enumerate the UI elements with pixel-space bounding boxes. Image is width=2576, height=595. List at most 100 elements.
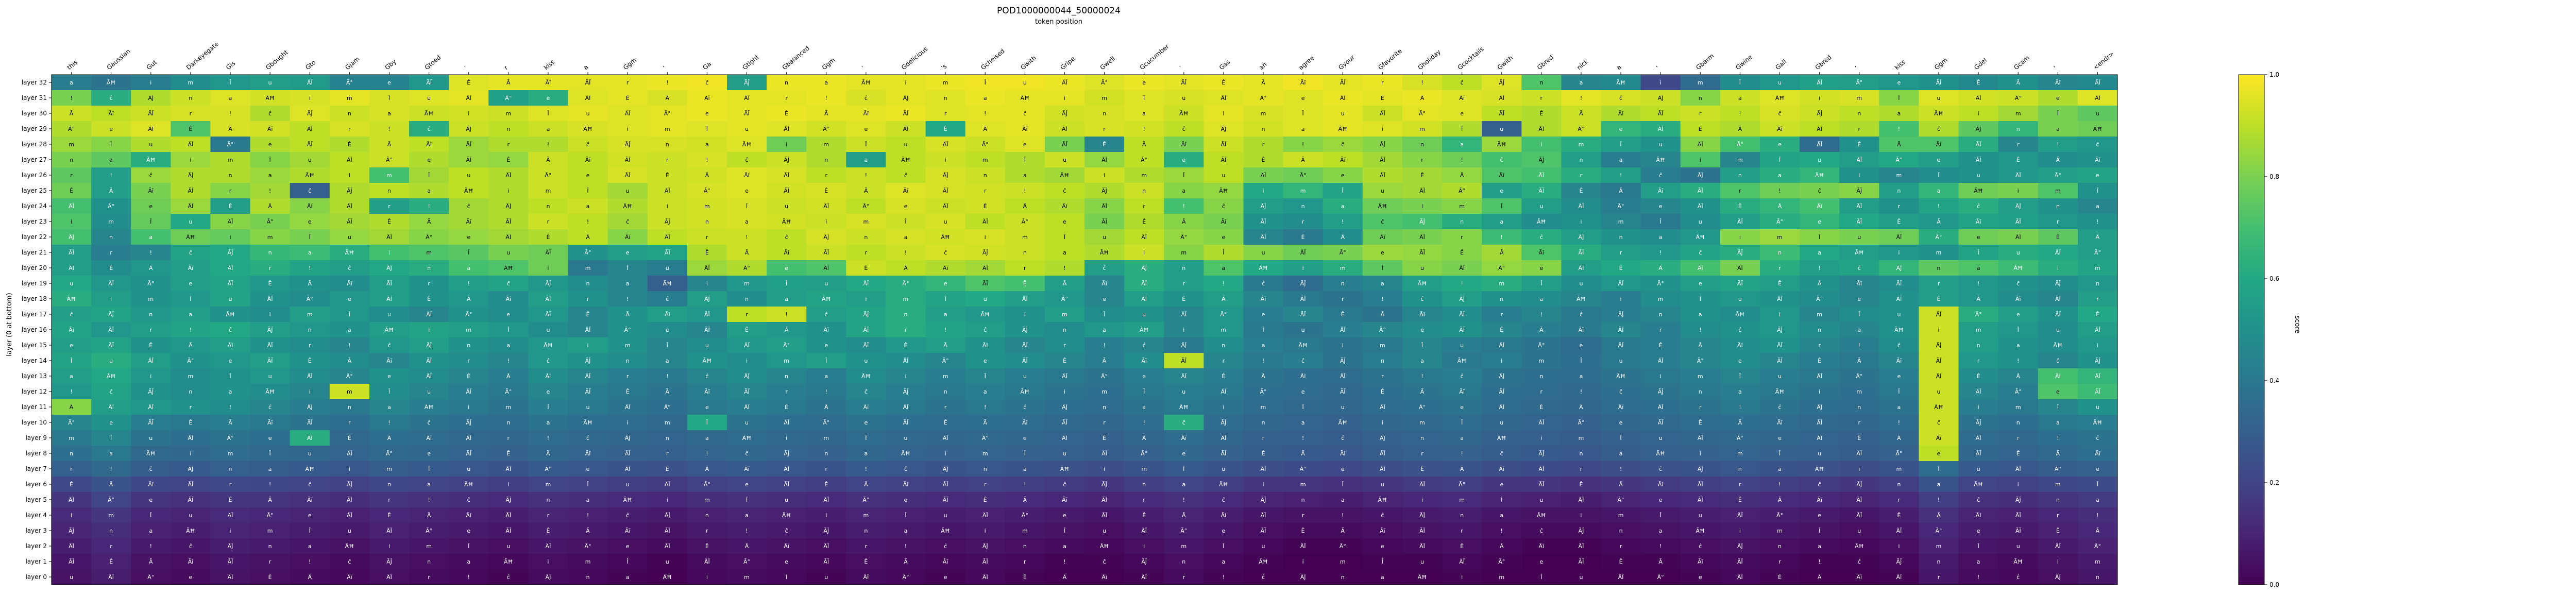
cell-glyph: r	[1858, 419, 1860, 426]
heatmap-cell	[1283, 337, 1324, 353]
cell-glyph: e	[1182, 450, 1185, 457]
heatmap-cell	[1204, 75, 1244, 91]
heatmap-cell	[1283, 183, 1324, 199]
cell-glyph: ÃĦ	[980, 311, 990, 318]
heatmap-cell	[767, 198, 807, 214]
cell-glyph: a	[547, 126, 550, 132]
cell-glyph: ÃĪ	[1658, 404, 1664, 411]
heatmap-cell	[726, 152, 767, 168]
heatmap-cell	[1879, 121, 1919, 137]
cell-glyph: ÃĴ	[267, 327, 274, 333]
heatmap-cell	[1680, 291, 1721, 307]
cell-glyph: ÃĬ	[1856, 512, 1862, 519]
cell-glyph: m	[347, 388, 352, 395]
colorbar-ticks: 0.00.20.40.60.81.0	[2264, 71, 2279, 588]
cell-glyph: Ê	[2016, 450, 2020, 457]
heatmap-cell	[687, 291, 727, 307]
heatmap-cell	[1521, 167, 1562, 183]
cell-glyph: Ãĭ	[744, 466, 750, 472]
cell-glyph: Ã	[1460, 172, 1464, 179]
cell-glyph: Ãĭ	[1618, 404, 1624, 411]
heatmap-cell	[1402, 137, 1443, 152]
cell-glyph: ÃĪ	[823, 249, 829, 256]
cell-glyph: Ê	[1262, 450, 1265, 457]
cell-glyph: !	[825, 95, 827, 101]
cell-glyph: ÃĴ	[546, 280, 552, 287]
cell-glyph: Ãĭ	[1976, 218, 1982, 225]
heatmap-cell	[806, 276, 846, 292]
cell-glyph: ĉ	[1937, 126, 1940, 132]
heatmap-cell	[1323, 307, 1363, 322]
cell-glyph: Î	[428, 466, 430, 472]
cell-glyph: ÄĪ	[546, 543, 552, 550]
heatmap-cell	[607, 291, 648, 307]
cell-glyph: Î	[626, 265, 629, 271]
chart-title: POD1000000044_50000024	[997, 6, 1121, 16]
cell-glyph: ÄĪ	[108, 574, 114, 581]
cell-glyph: Ã	[2096, 234, 2100, 241]
cell-glyph: Ã	[268, 203, 272, 210]
cell-glyph: Î	[1143, 388, 1145, 395]
x-tick-label: r	[503, 64, 510, 71]
heatmap-cell	[687, 137, 727, 152]
cell-glyph: Î	[2017, 327, 2020, 333]
cell-glyph: ÃĬ	[228, 280, 234, 287]
cell-glyph: a	[506, 342, 510, 349]
cell-glyph: m	[307, 311, 313, 318]
cell-glyph: u	[904, 435, 907, 441]
cell-glyph: Ãĭ	[863, 110, 870, 117]
cell-glyph: ÃĬ	[585, 95, 591, 101]
heatmap-cell	[409, 198, 449, 214]
cell-glyph: Ã°	[664, 404, 671, 411]
heatmap-cell	[2077, 137, 2118, 152]
cell-glyph: ĉ	[1699, 543, 1702, 550]
cell-glyph: !	[626, 296, 629, 302]
cell-glyph: m	[228, 157, 233, 163]
heatmap-cell	[1243, 75, 1284, 91]
heatmap-cell	[2038, 229, 2078, 245]
x-tick-label: Gwell	[1098, 55, 1116, 71]
heatmap-cell	[1124, 137, 1164, 152]
heatmap-cell	[965, 337, 1006, 353]
y-tick-label: layer 13	[22, 372, 47, 380]
cell-glyph: i	[309, 388, 311, 395]
heatmap-cell	[91, 229, 131, 245]
cell-glyph: a	[1460, 435, 1464, 441]
cell-glyph: n	[1897, 481, 1901, 488]
cell-glyph: n	[984, 172, 987, 179]
heatmap-cell	[1800, 245, 1840, 261]
heatmap-cell	[1044, 353, 1085, 369]
cell-glyph: ÃĴ	[1698, 466, 1704, 472]
cell-glyph: Ã°	[1895, 157, 1902, 163]
cell-glyph: Ã°	[664, 110, 671, 117]
cell-glyph: !	[1421, 79, 1423, 86]
cell-glyph: Ê	[308, 358, 312, 364]
cell-glyph: ĉ	[1222, 497, 1225, 503]
heatmap-cell	[2077, 337, 2118, 353]
y-tick-label: layer 22	[22, 233, 47, 241]
cell-glyph: a	[1222, 265, 1226, 271]
heatmap-cell	[687, 353, 727, 369]
heatmap-cell	[1759, 121, 1800, 137]
heatmap-cell	[1879, 353, 1919, 369]
heatmap-cell	[647, 353, 688, 369]
cell-glyph: r	[865, 249, 868, 256]
cell-glyph: ÃĴ	[2095, 358, 2101, 364]
cell-glyph: r	[547, 218, 550, 225]
heatmap-cell	[1402, 229, 1443, 245]
heatmap-cell	[1243, 276, 1284, 292]
heatmap-cell	[1124, 337, 1164, 353]
cell-glyph: e	[547, 95, 550, 101]
y-tick-label: layer 31	[22, 94, 47, 101]
cell-glyph: ÃĬ	[267, 358, 274, 364]
cell-glyph: ÃĬ	[108, 342, 114, 349]
cell-glyph: ÃĪ	[1181, 358, 1187, 364]
cell-glyph: Ã	[1142, 141, 1146, 148]
heatmap-cell	[329, 368, 370, 384]
y-tick-label: layer 23	[22, 218, 47, 225]
cell-glyph: ÃĴ	[347, 188, 353, 194]
cell-glyph: Ã°	[1419, 404, 1426, 411]
cell-glyph: u	[1222, 172, 1225, 179]
cell-glyph: ÃĪ	[1141, 574, 1147, 581]
cell-glyph: Ê	[427, 296, 431, 302]
